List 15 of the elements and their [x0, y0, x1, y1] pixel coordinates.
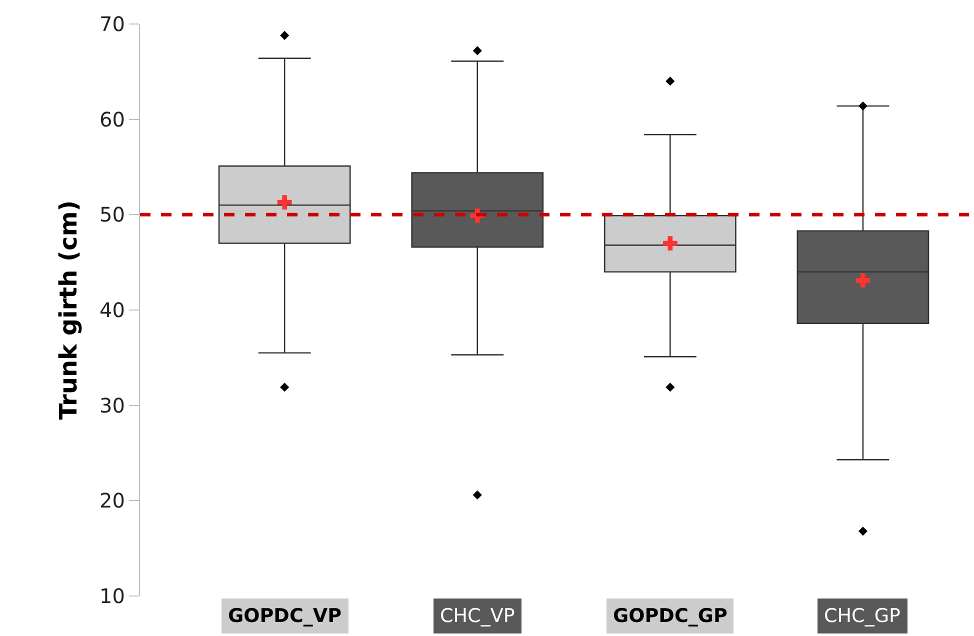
- x-tick-label: GOPDC_VP: [228, 605, 342, 627]
- y-tick-label: 70: [100, 12, 125, 36]
- point: [277, 195, 292, 210]
- y-axis-title: Trunk girth (cm): [54, 200, 83, 420]
- point: [662, 236, 678, 250]
- y-tick-label: 10: [100, 584, 125, 608]
- x-tick-label: CHC_VP: [440, 605, 515, 627]
- y-tick-label: 20: [100, 488, 125, 513]
- y-tick-label: 30: [100, 393, 125, 418]
- x-tick-label: GOPDC_GP: [613, 605, 728, 627]
- point: [856, 273, 870, 288]
- x-tick-label: CHC_GP: [824, 605, 901, 627]
- y-tick-label: 40: [100, 298, 125, 322]
- y-tick-label: 60: [100, 107, 125, 132]
- y-tick-label: 50: [100, 202, 125, 227]
